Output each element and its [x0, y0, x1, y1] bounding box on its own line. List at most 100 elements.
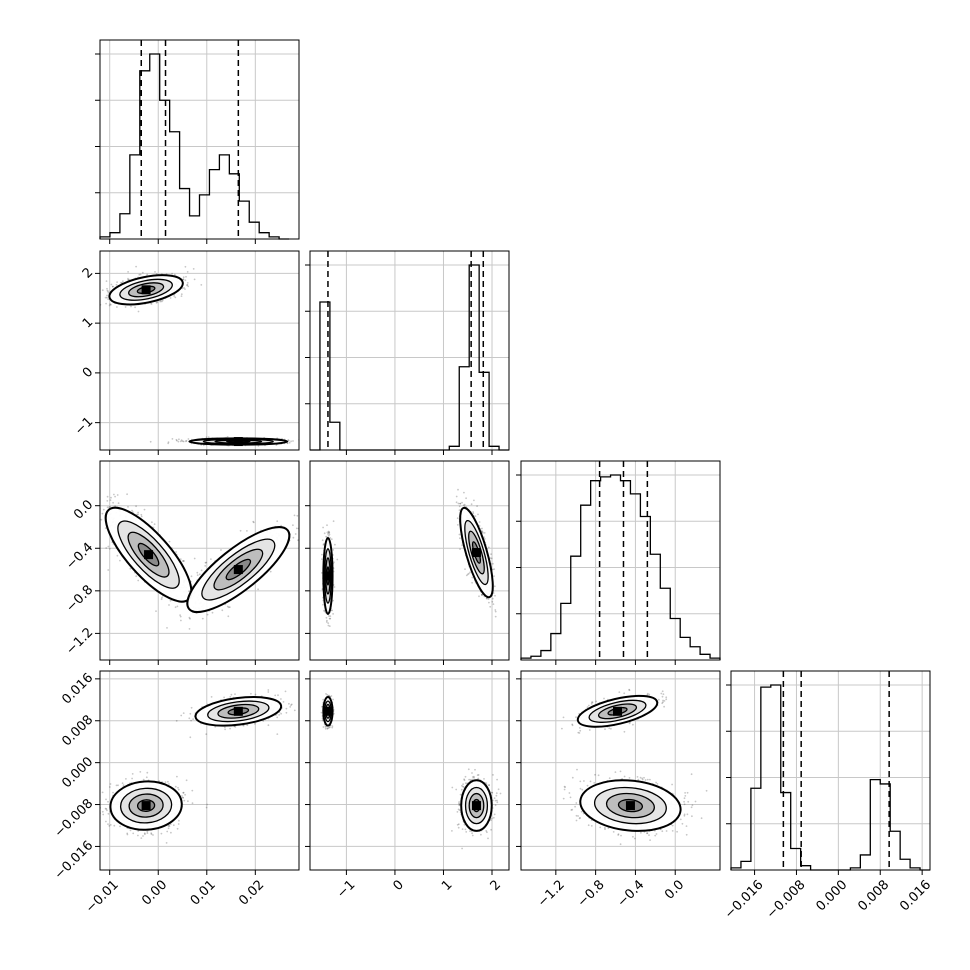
sample-point	[135, 575, 138, 578]
sample-point	[137, 579, 140, 582]
sample-point	[135, 265, 138, 268]
sample-point	[175, 551, 178, 553]
sample-point	[483, 532, 486, 534]
sample-point	[180, 619, 182, 622]
sample-point	[109, 505, 112, 508]
sample-point	[104, 296, 107, 299]
sample-point	[201, 617, 204, 620]
sample-point	[182, 791, 185, 794]
sample-point	[325, 616, 328, 619]
sample-point	[458, 509, 461, 512]
sample-point	[257, 588, 259, 591]
sample-point	[196, 571, 199, 574]
sample-point	[142, 835, 144, 837]
sample-point	[328, 531, 330, 534]
sample-point	[276, 520, 279, 523]
sample-point	[246, 530, 248, 532]
sample-point	[457, 502, 460, 505]
sample-point	[137, 310, 140, 313]
sample-point	[327, 624, 330, 627]
sample-point	[292, 440, 294, 442]
sample-point	[330, 538, 333, 541]
sample-point	[334, 543, 336, 546]
sample-point	[293, 514, 296, 517]
sample-point	[489, 605, 492, 608]
density-peak	[233, 437, 243, 447]
sample-point	[328, 625, 331, 627]
sample-point	[307, 440, 309, 442]
sample-point	[205, 806, 208, 809]
x-tick-label: −0.016	[722, 877, 767, 922]
sample-point	[160, 300, 163, 303]
sample-point	[110, 283, 113, 286]
sample-point	[493, 585, 496, 588]
sample-point	[287, 439, 290, 441]
sample-point	[100, 518, 103, 521]
sample-point	[481, 527, 483, 530]
y-tick-label: 1	[80, 315, 96, 331]
sample-point	[161, 596, 163, 599]
histogram-panel-3	[726, 670, 931, 871]
sample-point	[169, 599, 172, 602]
sample-point	[186, 283, 189, 286]
scatter-panel-2-0	[79, 460, 302, 661]
sample-point	[327, 622, 330, 624]
sample-point	[119, 825, 121, 828]
sample-point	[328, 617, 331, 620]
histogram-panel-2	[516, 460, 721, 661]
sample-point	[150, 302, 152, 305]
sample-point	[184, 288, 186, 290]
sample-point	[180, 293, 183, 296]
sample-point	[205, 561, 208, 564]
sample-point	[176, 775, 178, 778]
sample-point	[321, 553, 323, 556]
sample-point	[191, 802, 194, 805]
sample-point	[129, 567, 132, 570]
sample-point	[456, 524, 459, 526]
sample-point	[134, 306, 137, 309]
sample-point	[161, 299, 164, 302]
sample-point	[326, 531, 329, 534]
sample-point	[179, 440, 182, 443]
sample-point	[182, 278, 185, 281]
sample-point	[140, 513, 143, 516]
sample-point	[114, 495, 116, 498]
sample-point	[332, 549, 335, 551]
sample-point	[492, 562, 494, 565]
sample-point	[220, 549, 222, 551]
sample-point	[102, 813, 105, 816]
panel-frame	[99, 39, 300, 240]
sample-point	[80, 475, 82, 477]
sample-point	[300, 520, 302, 522]
sample-point	[109, 499, 112, 501]
sample-point	[79, 524, 81, 526]
sample-point	[179, 615, 182, 618]
sample-point	[193, 278, 196, 281]
sample-point	[156, 301, 159, 304]
sample-point	[328, 532, 330, 535]
sample-point	[322, 543, 325, 545]
sample-point	[122, 784, 125, 787]
sample-point	[167, 825, 170, 827]
sample-point	[106, 289, 109, 292]
sample-point	[84, 307, 86, 309]
sample-point	[459, 502, 462, 505]
sample-point	[168, 604, 170, 606]
sample-point	[107, 545, 110, 548]
histogram-step	[99, 53, 290, 240]
x-tick-label: 0.008	[855, 877, 892, 914]
sample-point	[481, 593, 483, 596]
sample-point	[94, 300, 96, 302]
sample-point	[239, 529, 242, 532]
sample-point	[226, 605, 229, 608]
sample-point	[105, 547, 108, 549]
sample-point	[489, 557, 492, 559]
sample-point	[106, 506, 109, 509]
x-tick-label: 0.016	[897, 877, 934, 914]
sample-point	[478, 521, 481, 523]
histogram-panel-0	[95, 39, 300, 240]
sample-point	[329, 615, 332, 617]
sample-point	[108, 506, 110, 508]
sample-point	[94, 516, 96, 518]
sample-point	[116, 554, 119, 557]
